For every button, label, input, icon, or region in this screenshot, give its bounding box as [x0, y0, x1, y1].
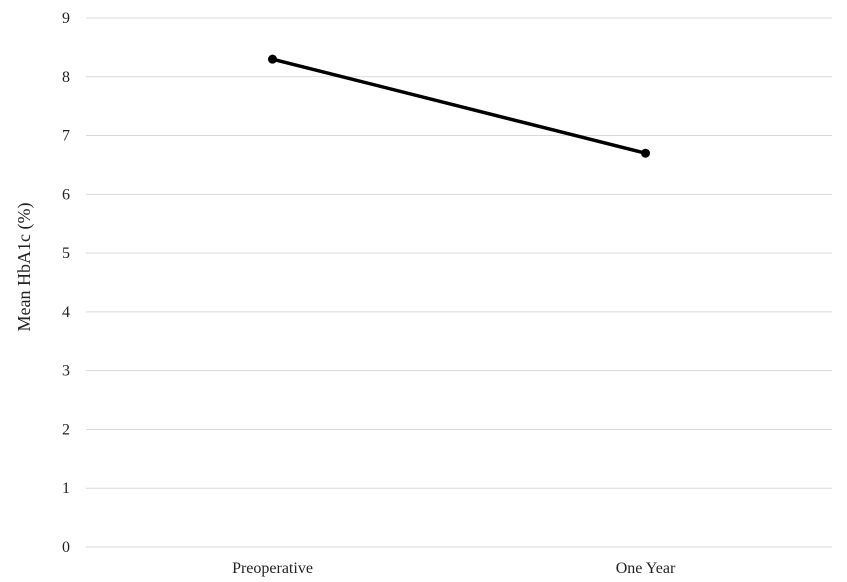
- y-axis-title: Mean HbA1c (%): [14, 203, 35, 332]
- y-tick-label: 5: [62, 245, 70, 262]
- x-axis-ticks: Preoperative One Year: [232, 560, 676, 577]
- series-line: [273, 59, 646, 153]
- y-tick-label: 6: [62, 186, 70, 203]
- x-tick-label: One Year: [616, 560, 676, 577]
- y-tick-label: 0: [62, 539, 70, 556]
- y-tick-label: 4: [62, 304, 70, 321]
- x-tick-label: Preoperative: [232, 560, 313, 577]
- y-tick-label: 7: [62, 128, 70, 145]
- y-tick-label: 2: [62, 421, 70, 438]
- y-tick-label: 8: [62, 69, 70, 86]
- y-tick-label: 1: [62, 480, 70, 497]
- y-axis-ticks: 0 1 2 3 4 5 6 7 8 9: [62, 10, 70, 556]
- data-point-preoperative: [268, 55, 277, 64]
- y-tick-label: 9: [62, 10, 70, 27]
- series-layer: [268, 55, 650, 158]
- y-tick-label: 3: [62, 363, 70, 380]
- gridlines: [86, 18, 832, 547]
- data-point-one-year: [641, 149, 650, 158]
